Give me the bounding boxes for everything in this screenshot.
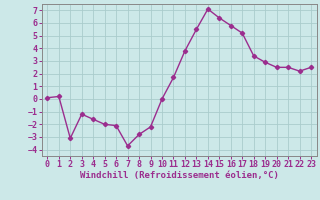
X-axis label: Windchill (Refroidissement éolien,°C): Windchill (Refroidissement éolien,°C) bbox=[80, 171, 279, 180]
